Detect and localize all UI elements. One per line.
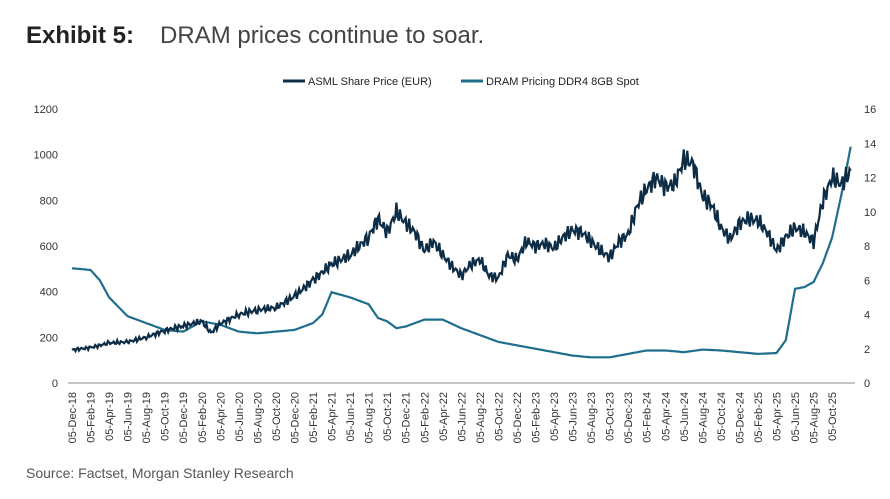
y-right-tick-label: 12 xyxy=(864,173,876,185)
exhibit-title: Exhibit 5: DRAM prices continue to soar. xyxy=(26,22,484,50)
x-tick-label: 05-Oct-21 xyxy=(382,392,394,441)
y-right-tick-label: 2 xyxy=(864,344,870,356)
x-tick-label: 05-Feb-23 xyxy=(531,392,543,443)
y-left-tick-label: 1000 xyxy=(34,150,58,162)
exhibit-label: Exhibit 5: xyxy=(26,22,135,49)
exhibit-text: DRAM prices continue to soar. xyxy=(160,22,485,49)
x-tick-label: 05-Jun-24 xyxy=(679,392,691,442)
x-tick-label: 05-Aug-19 xyxy=(141,392,153,443)
x-tick-label: 05-Jun-21 xyxy=(345,392,357,442)
x-tick-label: 05-Dec-24 xyxy=(734,392,746,443)
x-tick-label: 05-Dec-20 xyxy=(289,392,301,443)
x-tick-label: 05-Apr-20 xyxy=(215,392,227,441)
x-tick-label: 05-Apr-25 xyxy=(772,392,784,441)
x-tick-label: 05-Apr-22 xyxy=(438,392,450,441)
x-tick-label: 05-Apr-21 xyxy=(327,392,339,441)
y-right-tick-label: 10 xyxy=(864,207,876,219)
x-tick-label: 05-Aug-25 xyxy=(809,392,821,443)
x-tick-label: 05-Apr-23 xyxy=(549,392,561,441)
x-tick-label: 05-Feb-20 xyxy=(197,392,209,443)
x-tick-label: 05-Dec-18 xyxy=(67,392,79,443)
x-tick-label: 05-Apr-24 xyxy=(660,392,672,441)
x-tick-label: 05-Oct-24 xyxy=(716,392,728,441)
asml-price-line xyxy=(71,149,852,354)
x-tick-label: 05-Feb-21 xyxy=(308,392,320,443)
x-tick-label: 05-Aug-23 xyxy=(586,392,598,443)
x-tick-label: 05-Oct-25 xyxy=(827,392,839,441)
y-right-tick-label: 16 xyxy=(864,104,876,116)
x-tick-label: 05-Feb-25 xyxy=(753,392,765,443)
y-right-tick-label: 8 xyxy=(864,241,870,253)
x-tick-label: 05-Feb-24 xyxy=(642,392,654,443)
x-tick-label: 05-Aug-21 xyxy=(364,392,376,443)
x-tick-label: 05-Feb-22 xyxy=(419,392,431,443)
y-left-tick-label: 0 xyxy=(52,378,58,390)
x-tick-label: 05-Dec-22 xyxy=(512,392,524,443)
x-tick-label: 05-Dec-23 xyxy=(623,392,635,443)
x-tick-label: 05-Aug-20 xyxy=(252,392,264,443)
y-right-tick-label: 0 xyxy=(864,378,870,390)
y-right-tick-label: 14 xyxy=(864,138,876,150)
x-tick-label: 05-Jun-20 xyxy=(234,392,246,442)
legend-asml-label: ASML Share Price (EUR) xyxy=(308,76,432,88)
x-tick-label: 05-Jun-25 xyxy=(790,392,802,442)
x-tick-label: 05-Dec-21 xyxy=(401,392,413,443)
x-tick-label: 05-Jun-22 xyxy=(456,392,468,442)
y-right-tick-label: 4 xyxy=(864,310,870,322)
y-left-tick-label: 400 xyxy=(40,287,58,299)
x-tick-label: 05-Dec-19 xyxy=(178,392,190,443)
y-right-tick-label: 6 xyxy=(864,275,870,287)
y-left-tick-label: 600 xyxy=(40,241,58,253)
x-tick-label: 05-Oct-20 xyxy=(271,392,283,441)
x-tick-label: 05-Apr-19 xyxy=(104,392,116,441)
x-tick-label: 05-Jun-23 xyxy=(568,392,580,442)
x-tick-label: 05-Feb-19 xyxy=(86,392,98,443)
legend-dram-label: DRAM Pricing DDR4 8GB Spot xyxy=(486,76,639,88)
source-note: Source: Factset, Morgan Stanley Research xyxy=(26,465,294,481)
dram-price-line xyxy=(71,146,852,359)
x-tick-label: 05-Oct-22 xyxy=(493,392,505,441)
x-tick-label: 05-Aug-22 xyxy=(475,392,487,443)
x-tick-label: 05-Aug-24 xyxy=(697,392,709,443)
x-tick-label: 05-Oct-19 xyxy=(160,392,172,441)
y-left-tick-label: 800 xyxy=(40,195,58,207)
x-tick-label: 05-Oct-23 xyxy=(605,392,617,441)
y-left-tick-label: 1200 xyxy=(34,104,58,116)
y-left-tick-label: 200 xyxy=(40,332,58,344)
x-tick-label: 05-Jun-19 xyxy=(123,392,135,442)
